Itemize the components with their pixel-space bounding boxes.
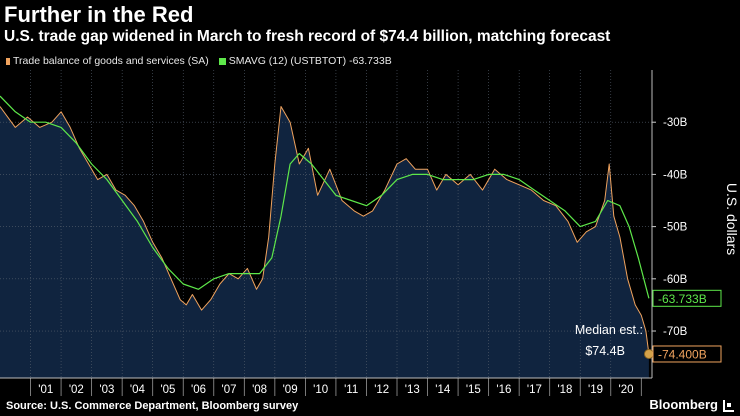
x-tick-label: '17 (527, 384, 542, 396)
trade-balance-line (0, 106, 650, 355)
x-tick-label: '12 (374, 384, 389, 396)
x-tick-label: '14 (435, 384, 451, 396)
annotation-label: Median est.: (575, 323, 643, 337)
value-tag: -63.733B (652, 289, 722, 307)
x-tick-label: '06 (191, 384, 206, 396)
last-value-marker (643, 348, 654, 359)
value-tag-box (652, 289, 722, 307)
x-tick-label: '05 (160, 384, 175, 396)
y-tick-label: -60B (663, 274, 688, 286)
value-tag: -74.400B (652, 345, 722, 363)
x-tick-label: '04 (130, 384, 146, 396)
x-tick-label: '02 (69, 384, 84, 396)
x-tick-label: '19 (588, 384, 603, 396)
x-tick-label: '10 (313, 384, 328, 396)
smavg-line (0, 95, 650, 299)
brand-wordmark: Bloomberg (649, 397, 718, 412)
legend-item-smavg: SMAVG (12) (USTBTOT) -63.733B (218, 55, 392, 67)
x-tick-label: '16 (496, 384, 511, 396)
legend-label-smavg: SMAVG (12) (USTBTOT) -63.733B (228, 55, 392, 67)
y-tick-label: -30B (663, 117, 688, 129)
x-tick-label: '18 (557, 384, 572, 396)
legend-swatch-trade-balance (6, 57, 10, 65)
y-tick-label: -70B (663, 326, 688, 338)
trade-balance-area (0, 106, 649, 378)
chart-subtitle: U.S. trade gap widened in March to fresh… (4, 28, 611, 45)
x-tick-label: '03 (99, 384, 114, 396)
value-tag-label: -74.400B (658, 347, 707, 361)
x-tick-label: '09 (283, 384, 298, 396)
x-tick-label: '13 (405, 384, 420, 396)
chart-title: Further in the Red (4, 2, 194, 27)
value-tag-box (652, 345, 722, 363)
x-tick-label: '15 (466, 384, 481, 396)
value-tag-label: -63.733B (658, 292, 707, 306)
legend: Trade balance of goods and services (SA)… (6, 55, 402, 67)
x-tick-label: '08 (252, 384, 267, 396)
x-tick-label: '07 (222, 384, 237, 396)
y-axis-title: U.S. dollars (724, 183, 740, 255)
y-tick-label: -40B (663, 169, 688, 181)
legend-label-trade-balance: Trade balance of goods and services (SA) (13, 55, 209, 67)
x-tick-label: '20 (619, 384, 634, 396)
legend-item-trade-balance: Trade balance of goods and services (SA) (6, 55, 209, 67)
y-tick-label: -50B (663, 222, 688, 234)
annotation-value: $74.4B (585, 344, 625, 358)
bloomberg-logo-icon (723, 400, 734, 412)
source-note: Source: U.S. Commerce Department, Bloomb… (6, 400, 299, 412)
legend-swatch-smavg (218, 57, 226, 65)
x-tick-label: '11 (344, 384, 358, 396)
x-tick-label: '01 (38, 384, 53, 396)
